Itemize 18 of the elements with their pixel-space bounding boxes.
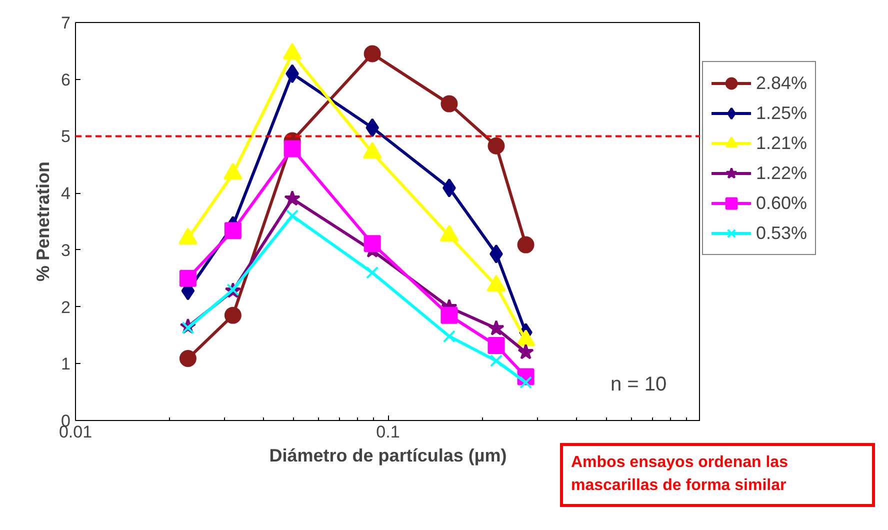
y-axis-title: % Penetration <box>33 161 54 282</box>
y-tick-label: 4 <box>61 184 71 204</box>
annotation: n = 10 <box>610 374 667 396</box>
text: Ambos ensayos ordenan las mascarillas de forma similar <box>571 453 788 496</box>
legend-label: 0.53% <box>756 222 808 244</box>
y-tick-label: 3 <box>61 240 71 260</box>
legend-label: 1.25% <box>756 102 808 124</box>
y-tick-label: 5 <box>61 127 71 146</box>
x-tick-label: 0.1 <box>376 422 400 442</box>
legend-label: 1.21% <box>756 132 808 154</box>
y-tick-label: 7 <box>61 14 71 32</box>
legend-label: 1.22% <box>756 162 808 184</box>
legend-label: 2.84% <box>756 72 808 94</box>
y-tick-label: 6 <box>61 70 71 90</box>
y-tick-label: 2 <box>61 298 71 317</box>
y-tick-label: 1 <box>61 354 71 374</box>
legend-label: 0.60% <box>756 192 808 214</box>
x-axis-title: Diámetro de partículas (µm) <box>269 446 507 466</box>
